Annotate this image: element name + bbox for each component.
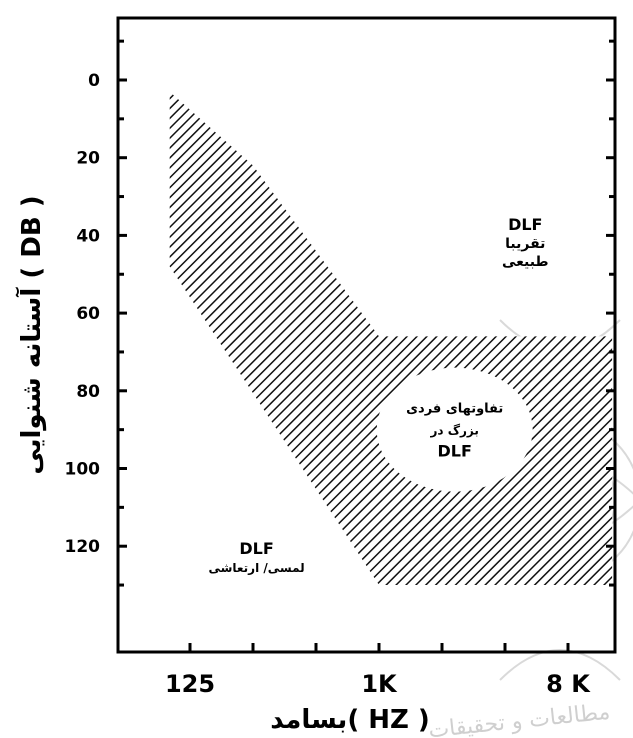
annotation-normal-line: تقریبا — [505, 236, 545, 252]
annotation-normal-line: DLF — [508, 215, 542, 234]
y-axis-title: آستانه شنوایی ( DB ) — [15, 195, 47, 474]
plot-frame — [116, 16, 617, 654]
watermark-text: مطالعات و تحقیقات — [427, 700, 611, 738]
annotation-individual-line: بزرگ در — [429, 423, 478, 438]
y-tick-label: 80 — [76, 382, 100, 402]
y-tick-label: 100 — [65, 460, 101, 480]
x-tick-label: 8 K — [546, 670, 591, 698]
y-tick-label: 120 — [65, 537, 101, 557]
annotation-normal-line: طبیعی — [502, 254, 549, 270]
y-tick-label: 20 — [76, 149, 100, 169]
x-axis-title: بسامد( HZ ) — [270, 705, 430, 735]
x-tick-layer: 125 1K 8 K — [165, 643, 591, 698]
y-tick-label: 60 — [76, 304, 100, 324]
x-tick-label: 125 — [165, 670, 215, 698]
y-tick-label: 40 — [76, 226, 100, 246]
annotation-bubble-layer — [376, 367, 533, 492]
x-tick-label: 1K — [361, 670, 398, 698]
hatched-region-layer — [169, 91, 613, 585]
annotation-layer: DLF تقریبا طبیعی تفاوتهای فردی بزرگ در DLF DLF… — [208, 215, 548, 575]
annotation-tactile-line: DLF — [239, 539, 273, 558]
y-tick-layer: 0 20 40 60 80 100 120 — [65, 39, 615, 587]
annotation-individual-line: DLF — [437, 442, 471, 461]
annotation-tactile-line: لمسی/ ارتعاشی — [208, 561, 304, 575]
y-tick-label: 0 — [88, 71, 100, 91]
annotation-individual-line: تفاوتهای فردی — [406, 402, 503, 417]
annotation-bubble — [376, 367, 533, 492]
hatched-region-vibrotactile — [169, 91, 613, 585]
